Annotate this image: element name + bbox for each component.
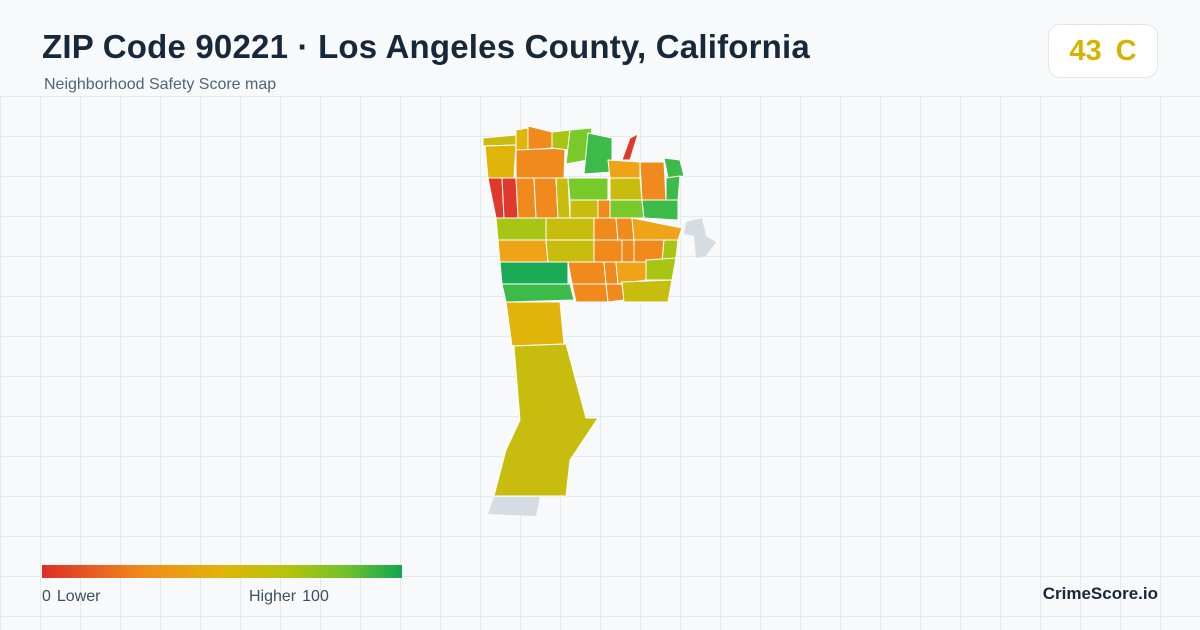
map-block	[501, 177, 519, 219]
map-block	[567, 177, 609, 201]
map-block	[583, 132, 613, 175]
map-block	[621, 239, 635, 263]
map-block	[645, 257, 677, 281]
map-block	[567, 261, 607, 285]
map-block	[607, 159, 641, 179]
map-block	[663, 157, 685, 179]
map-block	[665, 175, 681, 201]
brand-logo-text[interactable]: CrimeScore.io	[1042, 584, 1158, 603]
safety-score-grade: C	[1115, 34, 1137, 67]
page-subtitle: Neighborhood Safety Score map	[44, 76, 277, 93]
map-block	[609, 177, 643, 201]
map-block	[593, 239, 623, 263]
map-block	[487, 177, 505, 219]
map-block	[515, 147, 566, 179]
map-block	[615, 261, 647, 285]
map-block	[497, 239, 549, 263]
map-block	[621, 133, 639, 161]
map-block	[621, 279, 673, 303]
safety-score-value: 43	[1069, 34, 1102, 67]
neighbor-area-east	[684, 218, 716, 258]
map-block	[571, 283, 609, 303]
map-block	[482, 134, 519, 147]
neighbor-areas	[488, 218, 716, 516]
map-block	[609, 199, 645, 219]
map-block	[493, 343, 599, 497]
map-block	[551, 129, 571, 151]
legend-min: 0 Lower	[42, 588, 106, 606]
map-block	[593, 217, 619, 241]
map-block	[545, 217, 595, 241]
map-block	[639, 161, 667, 201]
map-block	[515, 177, 537, 219]
map-block	[615, 217, 635, 241]
safety-blocks[interactable]	[482, 125, 685, 497]
map-block	[605, 283, 625, 303]
safety-legend-gradient	[42, 565, 402, 578]
map-block	[515, 127, 529, 151]
safety-score-card: 43 C	[1048, 24, 1158, 78]
map-block	[527, 125, 553, 151]
map-block	[501, 283, 575, 303]
map-block	[555, 177, 571, 219]
page-title: ZIP Code 90221 · Los Angeles County, Cal…	[42, 28, 810, 65]
legend-max-value: 100	[302, 588, 329, 605]
legend-min-label: Lower	[56, 588, 101, 605]
map-block	[597, 199, 611, 219]
map-block	[533, 177, 559, 219]
map-block	[499, 261, 569, 285]
neighbor-area-south	[488, 497, 540, 516]
map-block	[569, 199, 599, 219]
map-block	[505, 301, 565, 347]
legend-max: Higher 100	[249, 588, 335, 606]
map-block	[495, 217, 547, 241]
map-block	[545, 239, 595, 263]
legend-max-label: Higher	[249, 588, 297, 605]
map-block	[641, 199, 679, 221]
map-block	[631, 217, 683, 241]
map-block	[484, 144, 517, 179]
legend-min-value: 0	[42, 588, 51, 605]
